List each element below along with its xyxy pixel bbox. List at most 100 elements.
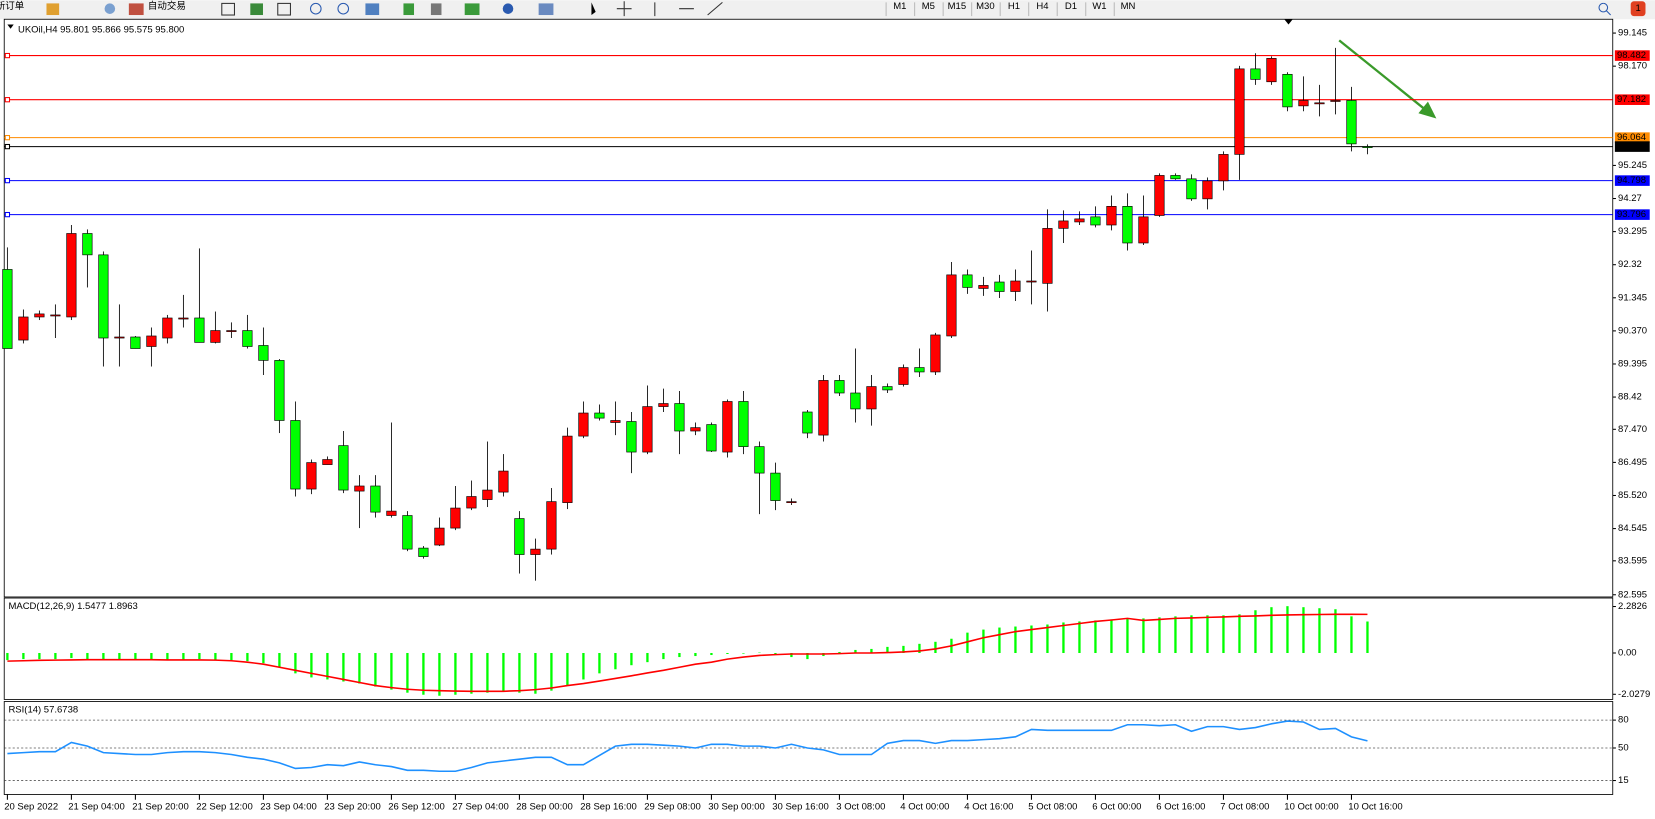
candle-body: [658, 403, 669, 407]
candle-body: [290, 420, 301, 490]
level-label-box: [1614, 50, 1650, 61]
candle-body: [882, 386, 893, 391]
icon[interactable]: [104, 3, 116, 14]
y-tick-label: 99.145: [1618, 28, 1647, 39]
y-tick-label: 83.595: [1618, 555, 1647, 566]
candle-body: [722, 401, 733, 453]
timeframe-button[interactable]: H4: [1036, 1, 1048, 12]
y-tick-label: 89.395: [1618, 358, 1647, 369]
icon[interactable]: [46, 3, 60, 16]
candle-body: [834, 380, 845, 394]
candle-body: [482, 489, 493, 500]
x-tick-label: 22 Sep 12:00: [196, 802, 253, 813]
level-label: 95.800: [1617, 141, 1646, 152]
candle-body: [498, 470, 509, 493]
candle-body: [466, 496, 477, 509]
y-tick-label: 86.495: [1618, 457, 1647, 468]
toolbar-button[interactable]: 新订单: [0, 0, 25, 12]
level-handle: [4, 52, 11, 59]
level-label: 98.482: [1617, 50, 1646, 61]
candle-body: [1346, 100, 1357, 145]
candle-body: [914, 367, 925, 373]
candle-body: [898, 367, 909, 385]
icon[interactable]: [337, 2, 350, 15]
x-tick-label: 27 Sep 04:00: [452, 802, 509, 813]
y-tick-label: 2.2826: [1618, 601, 1647, 612]
x-tick-label: 10 Oct 00:00: [1284, 802, 1338, 813]
timeframe-button[interactable]: H1: [1008, 1, 1020, 12]
icon[interactable]: [128, 3, 144, 16]
candle-body: [754, 446, 765, 474]
candle-body: [338, 445, 349, 491]
timeframe-button[interactable]: M15: [948, 1, 966, 12]
candle-body: [706, 424, 717, 452]
crosshair-tool[interactable]: [616, 1, 632, 17]
candle-body: [738, 401, 749, 447]
candle-body: [226, 330, 237, 332]
candle-body: [1042, 228, 1053, 284]
candle-body: [98, 254, 109, 339]
candle-body: [1282, 73, 1293, 108]
candle-body: [114, 336, 125, 339]
y-tick-label: 82.595: [1618, 589, 1647, 600]
candle-body: [674, 403, 685, 432]
candle-body: [866, 386, 877, 410]
notification-badge[interactable]: [1630, 1, 1646, 17]
trend-arrow: [1338, 39, 1437, 119]
level-label-box: [1614, 94, 1650, 105]
shift-marker: [1284, 19, 1293, 25]
icon[interactable]: [430, 3, 442, 16]
timeframe-button[interactable]: M30: [976, 1, 994, 12]
y-tick-label: 15: [1618, 775, 1629, 786]
candle-body: [418, 547, 429, 557]
icon[interactable]: [538, 3, 554, 16]
timeframe-button[interactable]: M5: [922, 1, 935, 12]
badge-count: 1: [1635, 3, 1640, 14]
candle-body: [1314, 102, 1325, 105]
candle-body: [242, 330, 253, 347]
timeframe-button[interactable]: M1: [893, 1, 906, 12]
icon[interactable]: [250, 3, 263, 16]
y-tick-label: 98.170: [1618, 61, 1647, 72]
candle-body: [786, 501, 797, 503]
candle-body: [1362, 146, 1373, 148]
candle-body: [1122, 206, 1133, 244]
arrow-line: [1338, 39, 1427, 111]
x-tick-label: 4 Oct 00:00: [900, 802, 949, 813]
candle-body: [1106, 206, 1117, 226]
level-handle: [4, 97, 11, 103]
draw-tools[interactable]: [654, 1, 723, 17]
timeframe-button[interactable]: W1: [1092, 1, 1106, 12]
x-tick-label: 20 Sep 2022: [4, 802, 58, 813]
candle-body: [1138, 216, 1149, 244]
x-tick-label: 7 Oct 08:00: [1220, 802, 1269, 813]
x-tick-label: 30 Sep 16:00: [772, 802, 829, 813]
macd-panel: [3, 597, 1614, 700]
x-tick-label: 4 Oct 16:00: [964, 802, 1013, 813]
x-tick-label: 23 Sep 20:00: [324, 802, 381, 813]
icon[interactable]: [221, 2, 235, 16]
icon[interactable]: [464, 3, 480, 16]
level-label-box: [1614, 209, 1650, 220]
level-handle: [4, 177, 11, 184]
y-tick-label: 90.370: [1618, 325, 1647, 336]
candle-body: [194, 317, 205, 343]
candle-body: [450, 507, 461, 529]
candle-body: [562, 435, 573, 503]
x-tick-label: 23 Sep 04:00: [260, 802, 317, 813]
candle-body: [18, 316, 29, 341]
search-icon[interactable]: [1598, 2, 1612, 16]
icon[interactable]: [309, 2, 322, 15]
icon[interactable]: [502, 3, 514, 14]
candle-body: [162, 317, 173, 339]
timeframe-button[interactable]: D1: [1065, 1, 1077, 12]
toolbar-button[interactable]: 自动交易: [148, 0, 186, 12]
icon[interactable]: [365, 3, 380, 16]
icon[interactable]: [277, 2, 291, 16]
timeframe-button[interactable]: MN: [1121, 1, 1136, 12]
cursor-tool[interactable]: [591, 2, 596, 16]
icon[interactable]: [403, 3, 415, 16]
candle-body: [1250, 68, 1261, 80]
candle-body: [514, 518, 525, 555]
level-label-box: [1614, 175, 1650, 186]
